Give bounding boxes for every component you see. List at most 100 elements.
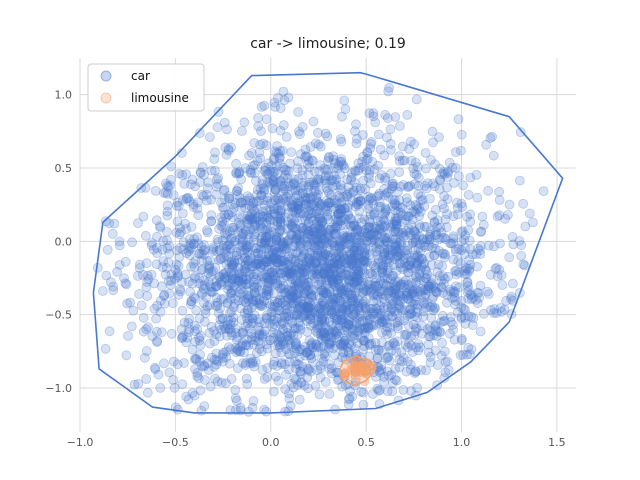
data-point	[233, 217, 244, 228]
data-point	[266, 227, 277, 237]
data-point	[410, 299, 421, 310]
data-point	[401, 288, 412, 299]
data-point	[320, 275, 331, 286]
data-point	[327, 274, 338, 285]
data-point	[292, 247, 303, 258]
data-point	[269, 97, 280, 108]
data-point	[405, 304, 416, 314]
data-point	[305, 320, 316, 331]
data-point	[382, 113, 393, 124]
data-point	[443, 271, 454, 282]
data-point	[376, 219, 387, 230]
data-point	[305, 239, 316, 250]
data-point	[296, 295, 307, 306]
data-point	[464, 254, 475, 265]
data-point	[164, 248, 175, 259]
data-point	[233, 212, 244, 223]
data-point	[312, 280, 323, 291]
data-point	[248, 396, 259, 406]
data-point	[282, 259, 293, 270]
data-point	[214, 272, 225, 283]
data-point	[368, 111, 379, 122]
data-point	[333, 215, 344, 226]
data-point	[462, 263, 473, 274]
data-point	[343, 346, 354, 357]
data-point	[404, 211, 414, 222]
data-point	[250, 248, 261, 259]
data-point	[192, 197, 203, 208]
data-point	[452, 209, 463, 220]
data-point	[98, 286, 108, 296]
data-point	[488, 241, 499, 252]
data-point	[514, 235, 525, 246]
data-point	[393, 295, 404, 306]
data-point	[286, 254, 297, 264]
data-point	[308, 227, 319, 238]
data-point	[347, 328, 358, 339]
data-point	[370, 262, 381, 273]
data-point	[463, 285, 474, 296]
data-point	[375, 216, 386, 227]
data-point	[230, 235, 241, 246]
data-point	[263, 272, 273, 283]
data-point	[247, 356, 258, 367]
data-point	[332, 328, 343, 339]
data-point	[411, 272, 422, 283]
data-point	[463, 311, 474, 322]
data-point	[418, 306, 429, 317]
data-point	[410, 227, 421, 237]
data-point	[375, 308, 386, 319]
data-point	[282, 334, 293, 345]
data-point	[275, 340, 286, 351]
data-point	[314, 302, 325, 313]
data-point	[237, 358, 248, 369]
data-point	[427, 210, 438, 221]
data-point	[252, 189, 262, 200]
data-point	[287, 318, 298, 329]
data-point	[209, 354, 220, 365]
data-point	[460, 318, 471, 329]
data-point	[440, 214, 451, 225]
data-point	[396, 240, 407, 250]
data-point	[335, 204, 346, 215]
data-point	[106, 277, 116, 288]
data-point	[323, 325, 334, 336]
data-point	[395, 258, 406, 268]
data-point	[262, 224, 273, 235]
data-point	[494, 210, 505, 221]
data-point	[157, 262, 168, 273]
data-point	[496, 270, 507, 281]
data-point	[468, 292, 479, 303]
data-point	[365, 178, 376, 189]
data-point	[338, 294, 349, 305]
data-point	[187, 278, 198, 289]
data-point	[294, 283, 305, 294]
data-point	[206, 194, 217, 205]
data-point	[335, 157, 346, 167]
data-point	[321, 278, 332, 289]
data-point	[379, 248, 390, 259]
data-point	[315, 342, 326, 353]
data-point	[380, 206, 391, 216]
data-point	[232, 345, 243, 356]
data-point	[181, 391, 192, 402]
data-point	[219, 228, 230, 239]
data-point	[241, 263, 252, 273]
data-point	[303, 300, 313, 311]
data-point	[353, 199, 364, 210]
data-point	[241, 340, 252, 350]
data-point	[312, 264, 323, 275]
data-point	[394, 238, 405, 249]
data-point	[263, 212, 273, 223]
data-point	[286, 202, 297, 213]
data-point	[450, 265, 461, 276]
data-point	[323, 258, 334, 269]
data-point	[253, 113, 264, 123]
data-point	[174, 168, 185, 179]
data-point	[200, 304, 211, 315]
data-point	[167, 298, 178, 309]
data-point	[298, 304, 309, 315]
data-point	[278, 240, 289, 251]
data-point	[304, 177, 315, 188]
data-point	[409, 227, 420, 237]
